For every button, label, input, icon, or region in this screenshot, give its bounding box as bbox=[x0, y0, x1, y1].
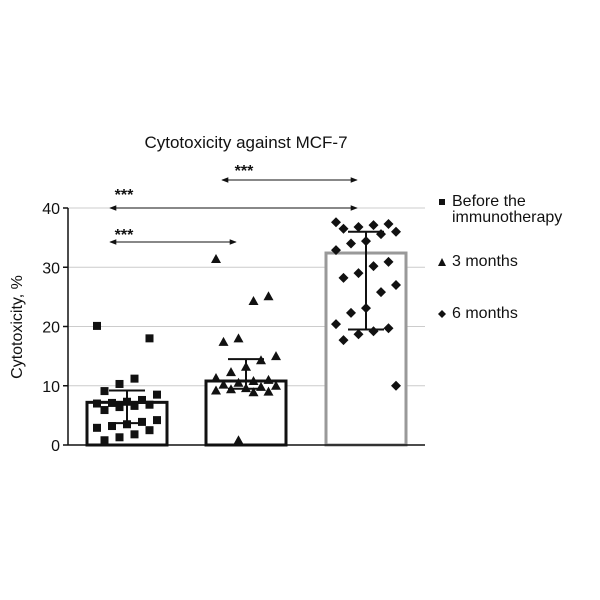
point bbox=[93, 321, 101, 330]
point bbox=[211, 373, 221, 383]
point bbox=[353, 268, 364, 279]
point bbox=[138, 417, 146, 426]
point bbox=[108, 398, 116, 407]
point bbox=[145, 400, 154, 409]
point bbox=[391, 226, 401, 237]
y-tick-label: 0 bbox=[51, 438, 60, 455]
point bbox=[338, 223, 349, 234]
point bbox=[271, 380, 281, 390]
point bbox=[391, 280, 401, 291]
point bbox=[115, 379, 124, 388]
chart-title: Cytotoxicity against MCF-7 bbox=[144, 133, 347, 152]
point bbox=[115, 403, 124, 412]
point bbox=[100, 436, 109, 445]
y-tick-label: 20 bbox=[42, 320, 60, 337]
point bbox=[115, 433, 124, 442]
point bbox=[331, 319, 341, 330]
point bbox=[263, 374, 274, 384]
point bbox=[353, 329, 364, 340]
legend-label: 3 months bbox=[452, 253, 518, 270]
y-tick-label: 40 bbox=[42, 201, 60, 218]
legend-symbol bbox=[438, 258, 446, 266]
point bbox=[391, 380, 401, 391]
y-tick-label: 10 bbox=[42, 379, 60, 396]
legend-symbol bbox=[439, 199, 445, 205]
point bbox=[211, 385, 221, 395]
legend-item: Before the immunotherapy bbox=[436, 194, 597, 226]
point bbox=[153, 416, 161, 425]
point bbox=[145, 426, 154, 435]
point bbox=[100, 406, 109, 415]
y-tick-label: 30 bbox=[42, 260, 60, 277]
point bbox=[211, 253, 221, 263]
point bbox=[153, 390, 161, 399]
legend-label: 6 months bbox=[452, 305, 518, 322]
legend-symbol bbox=[438, 310, 446, 318]
point bbox=[108, 422, 116, 431]
point bbox=[218, 336, 229, 346]
point bbox=[368, 261, 379, 272]
point bbox=[338, 272, 349, 283]
point bbox=[130, 374, 139, 383]
point bbox=[346, 238, 356, 249]
point bbox=[248, 376, 259, 386]
point bbox=[368, 220, 379, 231]
point bbox=[331, 217, 341, 228]
point bbox=[123, 420, 131, 429]
point bbox=[376, 229, 386, 240]
point bbox=[346, 307, 356, 318]
point bbox=[376, 287, 386, 298]
point bbox=[218, 379, 229, 389]
point bbox=[145, 334, 154, 343]
point bbox=[263, 291, 274, 301]
significance-label: *** bbox=[115, 187, 134, 204]
point bbox=[353, 221, 364, 232]
point bbox=[130, 430, 139, 439]
y-axis-label: Cytotoxicity, % bbox=[9, 275, 26, 379]
point bbox=[233, 435, 244, 445]
legend-label: Before the immunotherapy bbox=[452, 193, 563, 226]
point bbox=[383, 256, 394, 267]
point bbox=[226, 367, 236, 377]
point bbox=[233, 377, 244, 387]
legend-item: 6 months bbox=[436, 306, 597, 322]
significance-label: *** bbox=[115, 227, 134, 244]
point bbox=[271, 351, 281, 361]
point bbox=[248, 387, 259, 397]
point bbox=[263, 386, 274, 396]
legend-item: 3 months bbox=[436, 254, 597, 270]
significance-label: *** bbox=[235, 163, 254, 180]
point bbox=[138, 395, 146, 404]
point bbox=[248, 296, 259, 306]
point bbox=[93, 399, 101, 408]
point bbox=[100, 387, 109, 396]
point bbox=[331, 245, 341, 256]
point bbox=[130, 401, 139, 410]
point bbox=[383, 218, 394, 229]
point bbox=[93, 423, 101, 432]
point bbox=[233, 333, 244, 343]
point bbox=[338, 335, 349, 346]
point bbox=[383, 323, 394, 334]
